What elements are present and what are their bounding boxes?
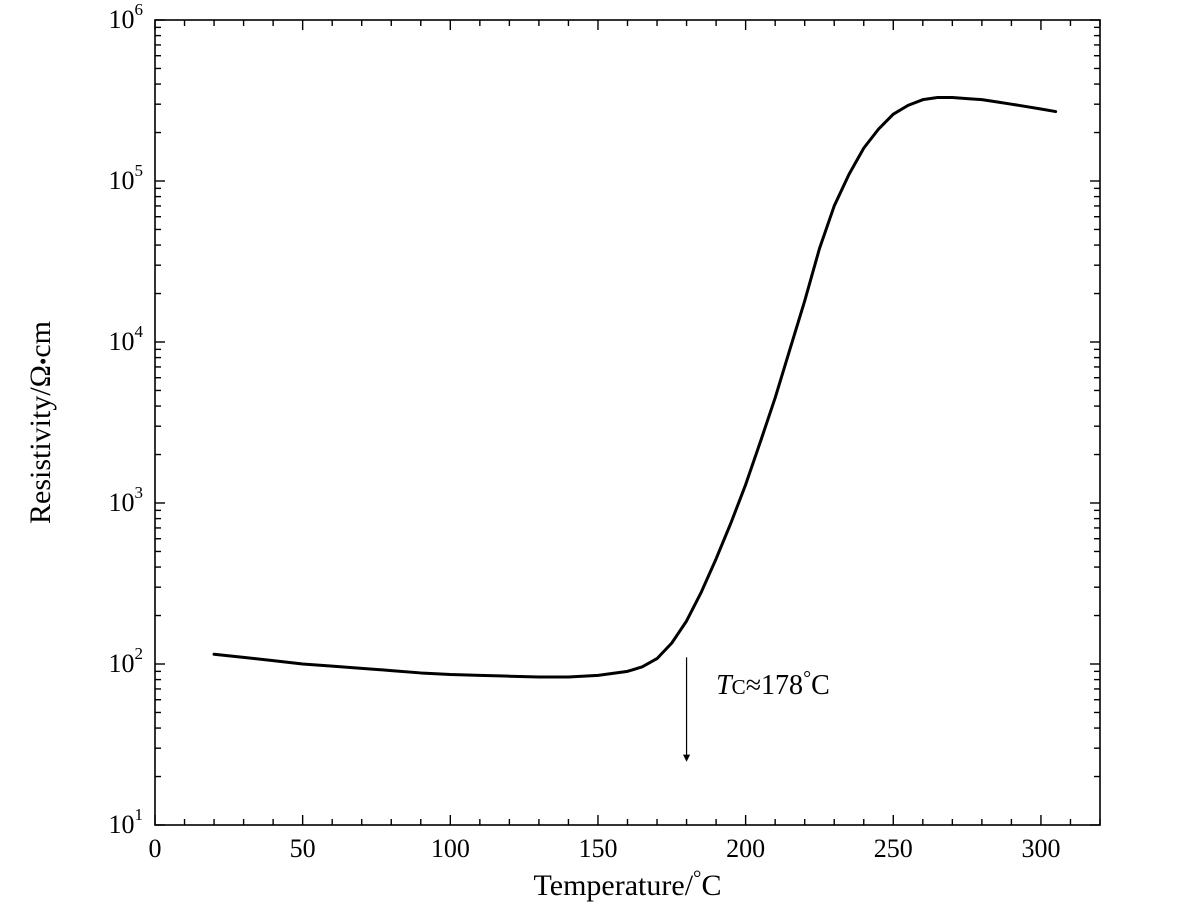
svg-text:200: 200: [726, 834, 765, 863]
svg-text:0: 0: [149, 834, 162, 863]
svg-text:250: 250: [874, 834, 913, 863]
svg-text:50: 50: [290, 834, 316, 863]
svg-text:300: 300: [1021, 834, 1060, 863]
svg-text:150: 150: [578, 834, 617, 863]
svg-text:100: 100: [431, 834, 470, 863]
chart-canvas: 050100150200250300101102103104105106TC≈1…: [0, 0, 1193, 913]
svg-text:Resistivity/Ω•cm: Resistivity/Ω•cm: [24, 321, 57, 524]
resistivity-chart: 050100150200250300101102103104105106TC≈1…: [0, 0, 1193, 913]
